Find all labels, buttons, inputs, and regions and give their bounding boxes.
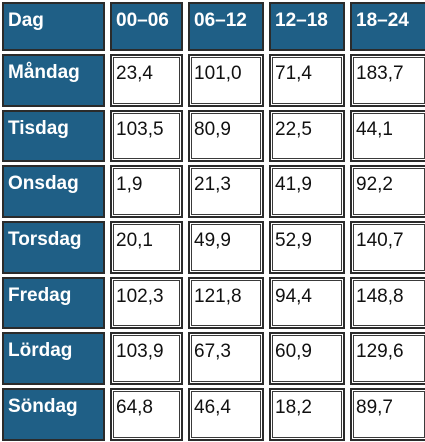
column-header-00-06: 00–06 [110,2,183,51]
row-header-day: Lördag [2,332,105,386]
table-cell: 94,4 [269,276,345,330]
table-cell: 121,8 [188,276,264,330]
table-cell: 103,5 [110,109,183,163]
column-header-12-18: 12–18 [269,2,345,51]
table-cell: 41,9 [269,165,345,219]
table-cell: 101,0 [188,54,264,107]
row-header-day: Söndag [2,388,105,441]
table-cell: 49,9 [188,221,264,274]
table-cell: 103,9 [110,332,183,386]
row-header-day: Onsdag [2,165,105,219]
table-cell: 102,3 [110,276,183,330]
table-cell: 64,8 [110,388,183,441]
row-header-day: Tisdag [2,109,105,163]
row-header-day: Måndag [2,54,105,107]
table-cell: 22,5 [269,109,345,163]
column-header-06-12: 06–12 [188,2,264,51]
table-cell: 20,1 [110,221,183,274]
row-header-day: Fredag [2,276,105,330]
column-header-18-24: 18–24 [350,2,425,51]
table-cell: 52,9 [269,221,345,274]
table-cell: 80,9 [188,109,264,163]
table-cell: 183,7 [350,54,425,107]
table-cell: 46,4 [188,388,264,441]
table-cell: 89,7 [350,388,425,441]
table-cell: 140,7 [350,221,425,274]
table-cell: 71,4 [269,54,345,107]
table-cell: 21,3 [188,165,264,219]
table-cell: 148,8 [350,276,425,330]
table-cell: 92,2 [350,165,425,219]
row-header-day: Torsdag [2,221,105,274]
table-cell: 60,9 [269,332,345,386]
table-cell: 1,9 [110,165,183,219]
table-cell: 129,6 [350,332,425,386]
column-header-day: Dag [2,2,105,51]
table-cell: 18,2 [269,388,345,441]
table-cell: 44,1 [350,109,425,163]
table-cell: 23,4 [110,54,183,107]
table-cell: 67,3 [188,332,264,386]
